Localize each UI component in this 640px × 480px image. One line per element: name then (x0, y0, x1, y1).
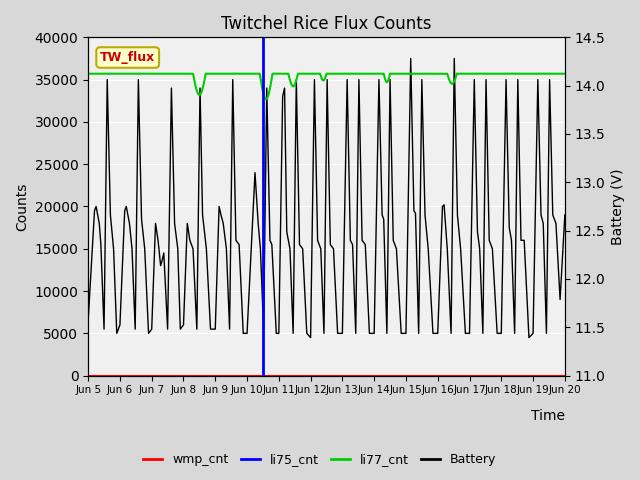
Legend: wmp_cnt, li75_cnt, li77_cnt, Battery: wmp_cnt, li75_cnt, li77_cnt, Battery (138, 448, 502, 471)
Text: TW_flux: TW_flux (100, 51, 156, 64)
Y-axis label: Counts: Counts (15, 182, 29, 231)
Y-axis label: Battery (V): Battery (V) (611, 168, 625, 245)
Title: Twitchel Rice Flux Counts: Twitchel Rice Flux Counts (221, 15, 432, 33)
X-axis label: Time: Time (531, 409, 565, 423)
